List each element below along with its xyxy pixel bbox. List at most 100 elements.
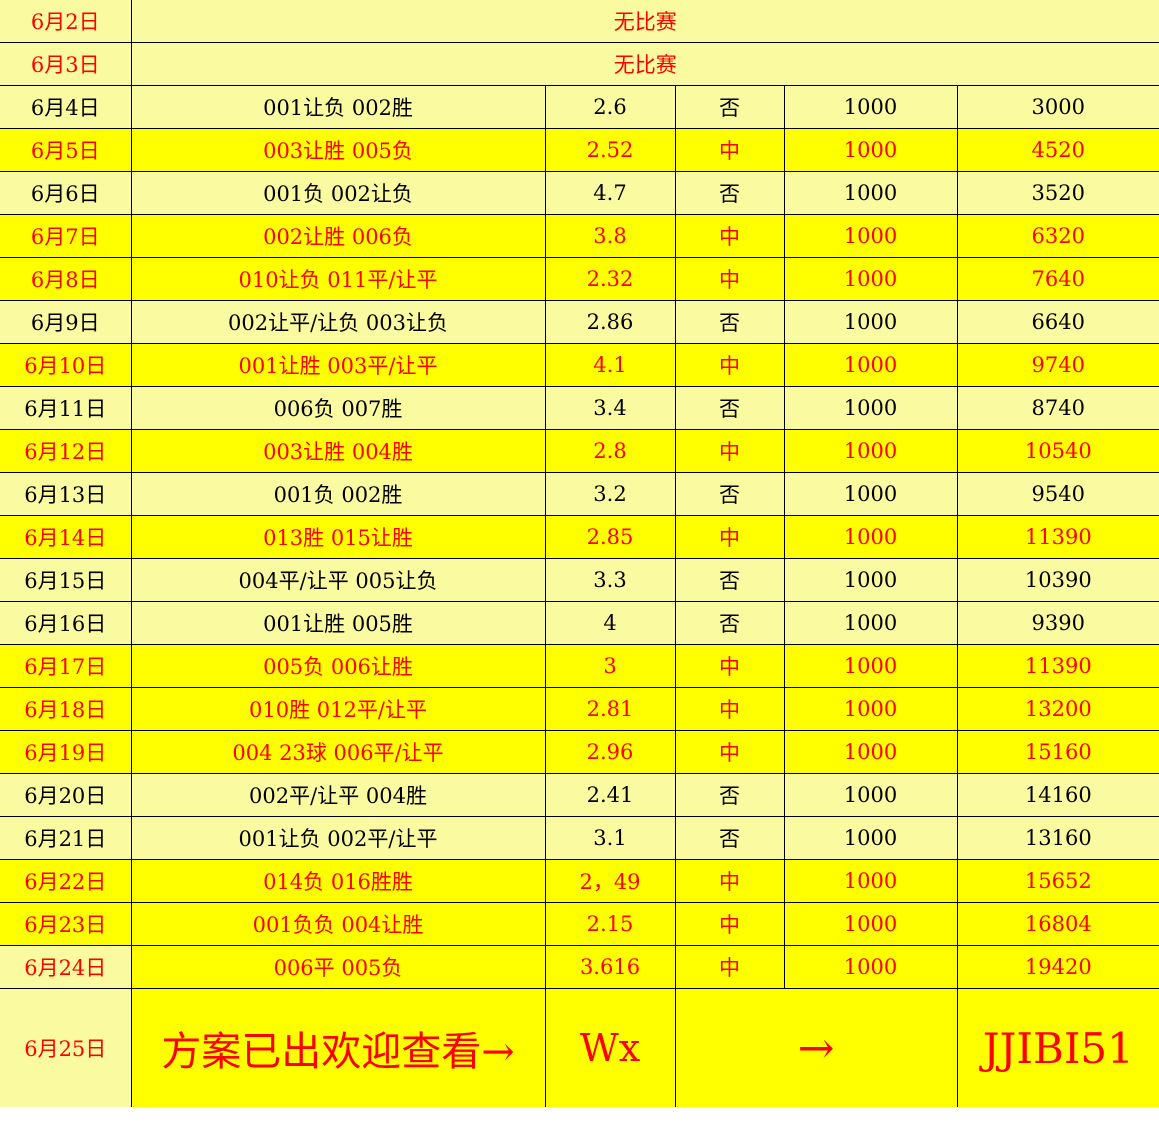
arrow-icon: → xyxy=(674,988,958,1107)
table-row: 6月5日 003让胜 005负 2.52 中 1000 4520 xyxy=(0,128,1159,172)
pick-cell: 001负 002胜 xyxy=(130,472,546,516)
pick-cell: 010让负 011平/让平 xyxy=(130,257,546,301)
pick-cell: 003让胜 005负 xyxy=(130,128,546,172)
date-cell: 6月6日 xyxy=(0,171,132,215)
date-cell: 6月22日 xyxy=(0,859,132,903)
table-row: 6月13日 001负 002胜 3.2 否 1000 9540 xyxy=(0,472,1159,516)
balance-cell: 19420 xyxy=(956,945,1159,989)
odds-cell: 2.41 xyxy=(544,773,676,817)
promo-message: 方案已出欢迎查看→ xyxy=(130,988,546,1107)
stake-cell: 1000 xyxy=(783,386,958,430)
results-table: 6月2日 无比赛 6月3日 无比赛 6月4日 001让负 002胜 2.6 否 1000… xyxy=(0,0,1159,1107)
balance-cell: 13160 xyxy=(956,816,1159,860)
date-cell: 6月19日 xyxy=(0,730,132,774)
result-cell: 中 xyxy=(674,902,785,946)
balance-cell: 10390 xyxy=(956,558,1159,602)
pick-cell: 003让胜 004胜 xyxy=(130,429,546,473)
table-row: 6月16日 001让胜 005胜 4 否 1000 9390 xyxy=(0,601,1159,645)
result-cell: 否 xyxy=(674,386,785,430)
date-cell: 6月23日 xyxy=(0,902,132,946)
date-cell: 6月13日 xyxy=(0,472,132,516)
pick-cell: 001负负 004让胜 xyxy=(130,902,546,946)
date-cell: 6月9日 xyxy=(0,300,132,344)
stake-cell: 1000 xyxy=(783,773,958,817)
table-row: 6月19日 004 23球 006平/让平 2.96 中 1000 15160 xyxy=(0,730,1159,774)
stake-cell: 1000 xyxy=(783,558,958,602)
result-cell: 中 xyxy=(674,128,785,172)
date-cell: 6月4日 xyxy=(0,85,132,129)
table-row: 6月21日 001让负 002平/让平 3.1 否 1000 13160 xyxy=(0,816,1159,860)
table-row-final: 6月25日 方案已出欢迎查看→ Wx → JJIBI51 xyxy=(0,988,1159,1107)
stake-cell: 1000 xyxy=(783,85,958,129)
result-cell: 否 xyxy=(674,472,785,516)
stake-cell: 1000 xyxy=(783,429,958,473)
table-row: 6月4日 001让负 002胜 2.6 否 1000 3000 xyxy=(0,85,1159,129)
stake-cell: 1000 xyxy=(783,644,958,688)
odds-cell: 2.15 xyxy=(544,902,676,946)
result-cell: 中 xyxy=(674,730,785,774)
pick-cell: 002让胜 006负 xyxy=(130,214,546,258)
stake-cell: 1000 xyxy=(783,300,958,344)
pick-cell: 014负 016胜胜 xyxy=(130,859,546,903)
pick-cell: 001让负 002胜 xyxy=(130,85,546,129)
result-cell: 中 xyxy=(674,429,785,473)
date-cell: 6月17日 xyxy=(0,644,132,688)
pick-cell: 005负 006让胜 xyxy=(130,644,546,688)
date-cell: 6月25日 xyxy=(0,988,132,1107)
pick-cell: 006负 007胜 xyxy=(130,386,546,430)
balance-cell: 13200 xyxy=(956,687,1159,731)
stake-cell: 1000 xyxy=(783,730,958,774)
date-cell: 6月10日 xyxy=(0,343,132,387)
wx-id: JJIBI51 xyxy=(956,988,1159,1107)
balance-cell: 11390 xyxy=(956,644,1159,688)
table-row: 6月24日 006平 005负 3.616 中 1000 19420 xyxy=(0,945,1159,989)
date-cell: 6月7日 xyxy=(0,214,132,258)
table-row: 6月7日 002让胜 006负 3.8 中 1000 6320 xyxy=(0,214,1159,258)
odds-cell: 4 xyxy=(544,601,676,645)
date-cell: 6月12日 xyxy=(0,429,132,473)
balance-cell: 15652 xyxy=(956,859,1159,903)
result-cell: 否 xyxy=(674,773,785,817)
odds-cell: 2，49 xyxy=(544,859,676,903)
table-row: 6月8日 010让负 011平/让平 2.32 中 1000 7640 xyxy=(0,257,1159,301)
odds-cell: 4.7 xyxy=(544,171,676,215)
pick-cell: 002平/让平 004胜 xyxy=(130,773,546,817)
date-cell: 6月3日 xyxy=(0,42,132,86)
balance-cell: 9390 xyxy=(956,601,1159,645)
result-cell: 中 xyxy=(674,343,785,387)
table-row: 6月10日 001让胜 003平/让平 4.1 中 1000 9740 xyxy=(0,343,1159,387)
stake-cell: 1000 xyxy=(783,214,958,258)
pick-cell: 001让负 002平/让平 xyxy=(130,816,546,860)
stake-cell: 1000 xyxy=(783,816,958,860)
odds-cell: 4.1 xyxy=(544,343,676,387)
table-row: 6月6日 001负 002让负 4.7 否 1000 3520 xyxy=(0,171,1159,215)
wx-label: Wx xyxy=(544,988,676,1107)
balance-cell: 6320 xyxy=(956,214,1159,258)
balance-cell: 8740 xyxy=(956,386,1159,430)
pick-cell: 001让胜 005胜 xyxy=(130,601,546,645)
balance-cell: 11390 xyxy=(956,515,1159,559)
odds-cell: 3.616 xyxy=(544,945,676,989)
date-cell: 6月20日 xyxy=(0,773,132,817)
date-cell: 6月24日 xyxy=(0,945,132,989)
result-cell: 中 xyxy=(674,257,785,301)
odds-cell: 2.86 xyxy=(544,300,676,344)
pick-cell: 001负 002让负 xyxy=(130,171,546,215)
result-cell: 中 xyxy=(674,515,785,559)
stake-cell: 1000 xyxy=(783,343,958,387)
pick-cell: 010胜 012平/让平 xyxy=(130,687,546,731)
odds-cell: 3.1 xyxy=(544,816,676,860)
result-cell: 否 xyxy=(674,171,785,215)
result-cell: 否 xyxy=(674,601,785,645)
result-cell: 中 xyxy=(674,214,785,258)
odds-cell: 3.4 xyxy=(544,386,676,430)
result-cell: 中 xyxy=(674,687,785,731)
no-match-cell: 无比赛 xyxy=(130,42,1159,86)
odds-cell: 2.8 xyxy=(544,429,676,473)
table-row: 6月23日 001负负 004让胜 2.15 中 1000 16804 xyxy=(0,902,1159,946)
no-match-cell: 无比赛 xyxy=(130,0,1159,43)
pick-cell: 001让胜 003平/让平 xyxy=(130,343,546,387)
balance-cell: 3520 xyxy=(956,171,1159,215)
table-row: 6月12日 003让胜 004胜 2.8 中 1000 10540 xyxy=(0,429,1159,473)
odds-cell: 2.32 xyxy=(544,257,676,301)
